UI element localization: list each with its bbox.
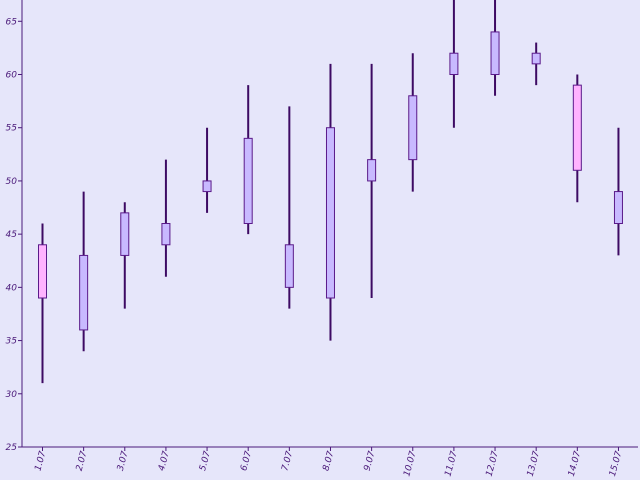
x-tick-label: 10.07 <box>402 450 418 478</box>
candle <box>202 127 212 213</box>
candle <box>38 223 47 384</box>
candle <box>408 53 418 192</box>
x-tick-label: 11.07 <box>443 450 459 478</box>
candle-body <box>367 159 377 182</box>
candle-body <box>243 137 253 225</box>
x-tick-label: 12.07 <box>485 450 501 478</box>
x-tick-label: 1.07 <box>34 450 49 472</box>
x-tick-label: 15.07 <box>608 450 624 478</box>
x-tick-label: 9.07 <box>363 450 378 472</box>
candle <box>325 63 335 341</box>
x-tick-label: 5.07 <box>198 450 213 472</box>
candle <box>449 0 459 128</box>
candle <box>367 63 377 298</box>
candle-body <box>449 52 459 76</box>
candle-body <box>284 244 294 288</box>
candle <box>531 42 541 86</box>
candle-body <box>613 191 623 224</box>
candle-body <box>38 244 47 299</box>
y-tick-label: 40 <box>6 283 18 293</box>
candle <box>79 191 89 352</box>
candles <box>38 0 623 384</box>
candle <box>120 202 130 309</box>
candle-body <box>325 127 335 299</box>
candle <box>490 0 500 96</box>
y-axis-ticks: 25 30 35 40 45 50 55 60 65 <box>6 17 22 453</box>
candle <box>161 159 171 277</box>
y-tick-label: 30 <box>6 390 18 400</box>
candle-body <box>120 212 130 256</box>
candle <box>243 85 253 235</box>
candle-body <box>572 84 582 171</box>
x-tick-label: 2.07 <box>75 450 90 472</box>
x-tick-label: 7.07 <box>280 450 295 472</box>
y-tick-label: 65 <box>6 17 18 27</box>
candle-body <box>490 31 500 76</box>
x-axis-ticks: 1.07 2.07 3.07 4.07 5.07 6.07 7.07 8.07 9.07 10.0… <box>34 447 624 478</box>
x-tick-label: 13.07 <box>526 450 542 478</box>
candle <box>284 106 294 309</box>
candle <box>613 127 623 256</box>
candle-body <box>531 52 541 65</box>
candle-body <box>161 223 171 246</box>
y-tick-label: 25 <box>6 443 18 453</box>
candle-body <box>79 254 89 331</box>
candle <box>572 74 582 203</box>
x-tick-label: 3.07 <box>116 450 131 472</box>
y-tick-label: 55 <box>6 124 18 134</box>
y-tick-label: 45 <box>6 230 18 240</box>
candle-body <box>202 180 212 193</box>
x-tick-label: 6.07 <box>239 450 254 472</box>
y-tick-label: 50 <box>6 177 18 187</box>
x-tick-label: 4.07 <box>157 450 172 472</box>
y-tick-label: 60 <box>6 71 18 81</box>
x-tick-label: 8.07 <box>322 450 337 472</box>
y-tick-label: 35 <box>6 337 18 347</box>
candle-body <box>408 95 418 161</box>
x-tick-label: 14.07 <box>567 450 583 478</box>
